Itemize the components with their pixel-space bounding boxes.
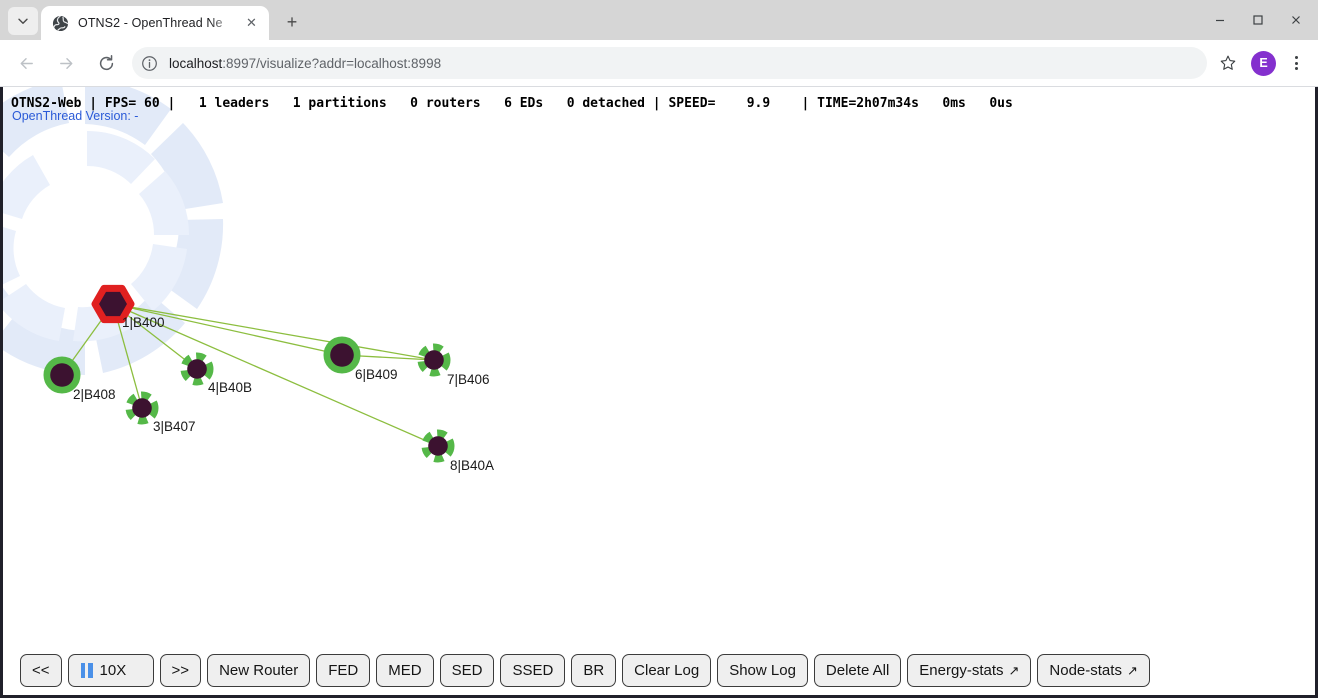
new-tab-button[interactable]: + (286, 11, 298, 32)
node-label-7: 7|B406 (447, 372, 490, 387)
simulation-control-bar: << 10X >> New Router FED MED SED SSED BR Clear Lo… (3, 654, 1315, 687)
button-label: Energy-stats (919, 662, 1004, 679)
network-node-8[interactable] (421, 429, 455, 463)
node-core (330, 343, 354, 367)
browser-menu-button[interactable] (1282, 48, 1310, 78)
forward-button[interactable] (49, 46, 83, 80)
node-core (428, 436, 448, 456)
tab-close-icon[interactable]: ✕ (246, 15, 257, 30)
step-forward-button[interactable]: >> (159, 654, 202, 687)
network-node-3[interactable] (125, 391, 159, 425)
speed-label: 10X (99, 662, 127, 679)
network-topology[interactable]: 1|B400 2|B408 3|B407 4|B40B 6|B409 7|B406 8|B4… (3, 87, 1315, 695)
node-label-1: 1|B400 (122, 315, 165, 330)
pause-icon (80, 663, 93, 678)
button-label: Node-stats (1049, 662, 1122, 679)
node-core (187, 359, 207, 379)
node-ring-dashed (125, 391, 159, 425)
node-ring-dashed (417, 343, 451, 377)
chevron-down-icon (18, 18, 28, 24)
clear-log-button[interactable]: Clear Log (622, 654, 712, 687)
close-window-button[interactable] (1278, 6, 1314, 34)
node-ring-dashed (421, 429, 455, 463)
speed-button[interactable]: 10X (67, 654, 154, 687)
close-icon (1292, 16, 1300, 24)
tab-title: OTNS2 - OpenThread Ne (78, 16, 223, 30)
tab-strip: OTNS2 - OpenThread Ne ✕ + (0, 0, 1318, 40)
browser-tab[interactable]: OTNS2 - OpenThread Ne ✕ (41, 6, 269, 40)
reload-icon (99, 54, 113, 70)
fed-button[interactable]: FED (316, 654, 371, 687)
node-label-3: 3|B407 (153, 419, 196, 434)
network-canvas[interactable] (3, 87, 1315, 698)
minimize-icon (1216, 19, 1224, 22)
new-router-button[interactable]: New Router (207, 654, 311, 687)
network-node-7[interactable] (417, 343, 451, 377)
globe-icon (52, 15, 69, 31)
node-core (132, 398, 152, 418)
sed-button[interactable]: SED (439, 654, 495, 687)
node-ring-dashed (180, 352, 214, 386)
minimize-button[interactable] (1202, 6, 1238, 34)
maximize-icon (1253, 15, 1263, 25)
node-core (424, 350, 444, 370)
arrow-left-icon (20, 57, 33, 69)
external-link-icon: ↗ (1126, 663, 1138, 678)
site-info-icon[interactable] (141, 55, 158, 72)
kebab-dot (1294, 61, 1298, 65)
address-bar-text: localhost:8997/visualize?addr=localhost:… (169, 56, 1203, 71)
node-label-2: 2|B408 (73, 387, 116, 402)
tab-search-button[interactable] (8, 7, 38, 35)
browser-toolbar: localhost:8997/visualize?addr=localhost:… (0, 40, 1318, 87)
url-path: :8997/visualize?addr=localhost:8998 (222, 55, 442, 71)
node-label-8: 8|B40A (450, 458, 495, 473)
kebab-dot (1294, 67, 1298, 70)
network-link (112, 303, 435, 361)
profile-avatar[interactable]: E (1251, 50, 1276, 76)
ssed-button[interactable]: SSED (500, 654, 566, 687)
node-ring-solid (323, 336, 361, 374)
network-node-2[interactable] (43, 356, 81, 394)
maximize-button[interactable] (1240, 6, 1276, 34)
star-icon (1220, 55, 1236, 70)
openthread-version-label: OpenThread Version: - (12, 109, 139, 123)
url-host: localhost (169, 55, 223, 71)
node-core (50, 363, 74, 387)
arrow-right-icon (59, 57, 72, 69)
kebab-dot (1294, 56, 1298, 59)
external-link-icon: ↗ (1008, 663, 1020, 678)
reload-button[interactable] (89, 46, 123, 80)
page-viewport: OTNS2-Web | FPS= 60 | 1 leaders 1 partit… (0, 87, 1318, 698)
address-bar[interactable]: localhost:8997/visualize?addr=localhost:… (132, 47, 1207, 79)
network-node-6[interactable] (323, 336, 361, 374)
med-button[interactable]: MED (376, 654, 434, 687)
status-line: OTNS2-Web | FPS= 60 | 1 leaders 1 partit… (11, 96, 1013, 111)
show-log-button[interactable]: Show Log (717, 654, 808, 687)
bookmark-button[interactable] (1213, 48, 1243, 78)
back-button[interactable] (9, 46, 43, 80)
delete-all-button[interactable]: Delete All (813, 654, 902, 687)
network-node-4[interactable] (180, 352, 214, 386)
node-stats-button[interactable]: Node-stats ↗ (1037, 654, 1150, 687)
step-back-button[interactable]: << (20, 654, 62, 687)
node-label-6: 6|B409 (355, 367, 398, 382)
energy-stats-button[interactable]: Energy-stats ↗ (907, 654, 1032, 687)
br-button[interactable]: BR (571, 654, 617, 687)
window-controls (1202, 6, 1314, 34)
node-label-4: 4|B40B (208, 380, 253, 395)
